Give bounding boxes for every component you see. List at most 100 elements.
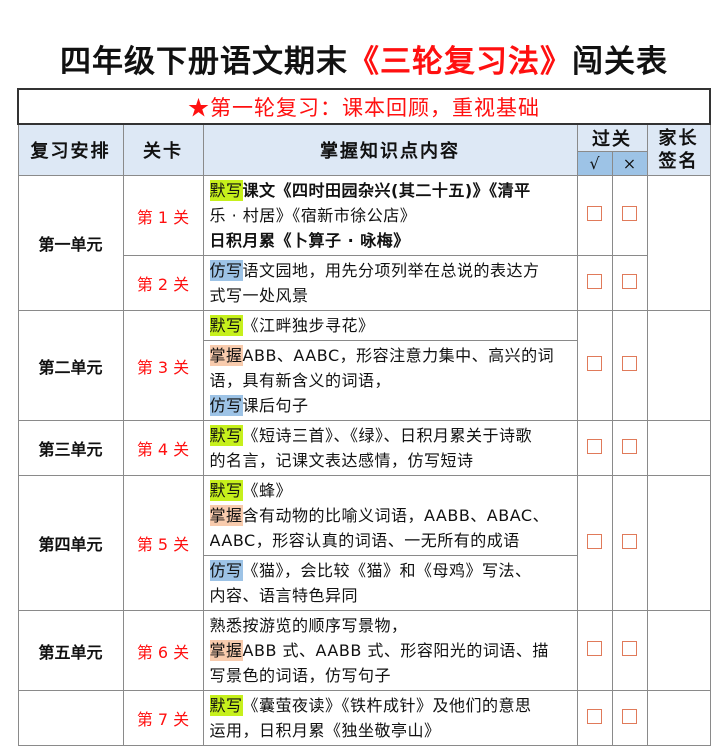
content-text: 熟悉按游览的顺序写景物， [209, 616, 408, 635]
header-pass: 过关 [576, 123, 648, 152]
content-text: 《囊萤夜读》《铁杵成针》及他们的意思 [242, 696, 532, 715]
unit-label: 第一单元 [17, 175, 124, 311]
content-text: 含有动物的比喻义词语，AABB、ABAC、 [242, 506, 550, 525]
content-line: 运用，日积月累《独坐敬亭山》 [210, 718, 577, 743]
content-text: 日积月累《卜算子 · 咏梅》 [209, 231, 410, 250]
content-line: 默写《江畔独步寻花》 [209, 313, 577, 338]
pass-yes-cell [576, 475, 613, 611]
pass-yes-checkbox[interactable] [587, 438, 602, 454]
table-row: 第 2 关仿写语文园地，用先分项列举在总说的表达方式写一处风景 [18, 255, 710, 311]
header-parent-sign-line2: 签名 [658, 151, 699, 172]
level-label: 第 1 关 [122, 175, 204, 256]
table-row: 第一单元第 1 关默写课文《四时田园杂兴(其二十五)》《清平乐 · 村居》《宿新… [17, 175, 711, 311]
title-text-end: 闯关表 [572, 44, 668, 80]
pass-no-cell [611, 420, 648, 476]
parent-sign-cell[interactable] [646, 475, 711, 611]
pass-no-cell [611, 475, 648, 611]
task-tag: 掌握 [209, 505, 243, 526]
pass-no-checkbox[interactable] [622, 206, 637, 221]
level-label: 第 5 关 [122, 475, 204, 611]
task-tag: 仿写 [209, 560, 243, 581]
content-text: 课文《四时田园杂兴(其二十五)》《清平 [242, 181, 531, 200]
pass-yes-cell [576, 420, 613, 476]
header-pass-no: × [611, 151, 648, 176]
content-line: 掌握ABB 式、AABB 式、形容阳光的词语、描 [209, 638, 577, 663]
task-tag: 掌握 [209, 640, 243, 661]
header-parent-sign-line1: 家长 [658, 128, 699, 149]
content-line: 熟悉按游览的顺序写景物， [210, 613, 577, 638]
pass-no-checkbox[interactable] [622, 438, 637, 454]
knowledge-content: 默写《江畔独步寻花》 [202, 310, 578, 341]
task-tag: 仿写 [209, 395, 243, 416]
content-text: 的名言，记课文表达感情，仿写短诗 [209, 451, 474, 470]
pass-no-checkbox[interactable] [622, 708, 637, 724]
knowledge-content: 仿写语文园地，用先分项列举在总说的表达方式写一处风景 [202, 255, 578, 311]
title-text: 四年级下册语文期末 [60, 44, 348, 80]
content-text: AABC，形容认真的词语、一无所有的成语 [209, 531, 520, 550]
pass-no-checkbox[interactable] [622, 533, 637, 549]
pass-yes-checkbox[interactable] [587, 206, 602, 221]
pass-yes-checkbox[interactable] [587, 708, 602, 724]
content-text: ABB、AABC，形容注意力集中、高兴的词 [242, 346, 555, 365]
content-line: 仿写课后句子 [209, 393, 577, 418]
knowledge-content: 默写《囊萤夜读》《铁杵成针》及他们的意思运用，日积月累《独坐敬亭山》 [202, 690, 578, 746]
header-level: 关卡 [122, 123, 204, 176]
pass-yes-checkbox[interactable] [587, 356, 602, 371]
content-text: ABB 式、AABB 式、形容阳光的词语、描 [242, 641, 549, 660]
pass-yes-checkbox[interactable] [587, 273, 602, 289]
table-row: 第二单元第 3 关默写《江畔独步寻花》 [17, 310, 711, 421]
content-line: 内容、语言特色异同 [210, 583, 577, 608]
unit-label: 第四单元 [17, 475, 124, 611]
content-line: AABC，形容认真的词语、一无所有的成语 [210, 528, 577, 553]
pass-no-cell [611, 690, 648, 746]
level-label: 第 2 关 [122, 255, 204, 311]
task-tag: 仿写 [209, 260, 243, 281]
knowledge-content: 默写《蜂》 掌握含有动物的比喻义词语，AABB、ABAC、 AABC，形容认真的词语… [202, 475, 578, 556]
content-text: 《蜂》 [242, 481, 293, 500]
task-tag: 默写 [209, 425, 243, 446]
table-row: 第 7 关默写《囊萤夜读》《铁杵成针》及他们的意思运用，日积月累《独坐敬亭山》 [17, 690, 711, 746]
unit-label: 第二单元 [17, 310, 124, 421]
knowledge-content: 仿写《猫》，会比较《猫》和《母鸡》写法、 内容、语言特色异同 [202, 555, 578, 611]
level-label: 第 3 关 [122, 310, 204, 421]
pass-yes-checkbox[interactable] [587, 641, 602, 656]
content-text: 语文园地，用先分项列举在总说的表达方 [242, 261, 540, 280]
content-text: 《猫》，会比较《猫》和《母鸡》写法、 [242, 561, 532, 580]
level-label: 第 7 关 [122, 690, 204, 746]
round-banner: ★第一轮复习：课本回顾，重视基础 [17, 88, 711, 125]
parent-sign-cell[interactable] [646, 690, 711, 746]
content-line: 日积月累《卜算子 · 咏梅》 [210, 228, 577, 253]
content-line: 仿写语文园地，用先分项列举在总说的表达方 [209, 258, 577, 283]
pass-yes-checkbox[interactable] [587, 533, 602, 549]
content-line: 默写《短诗三首》、《绿》、日积月累关于诗歌 [209, 423, 577, 448]
pass-yes-cell [576, 175, 613, 256]
parent-sign-cell[interactable] [646, 310, 711, 421]
header-parent-sign: 家长 签名 [646, 123, 711, 176]
task-tag: 掌握 [209, 345, 243, 366]
content-text: 《江畔独步寻花》 [242, 316, 375, 335]
table-row: 第三单元第 4 关默写《短诗三首》、《绿》、日积月累关于诗歌的名言，记课文表达感… [17, 420, 711, 476]
content-text: 写景色的词语，仿写句子 [209, 666, 392, 685]
unit-label: 第三单元 [17, 420, 124, 476]
pass-no-checkbox[interactable] [622, 356, 637, 371]
parent-sign-cell[interactable] [646, 610, 711, 691]
parent-sign-cell[interactable] [646, 420, 711, 476]
pass-no-checkbox[interactable] [622, 273, 637, 289]
pass-no-checkbox[interactable] [622, 641, 637, 656]
pass-yes-cell [576, 255, 613, 311]
level-label: 第 4 关 [122, 420, 204, 476]
content-text: 式写一处风景 [209, 286, 309, 305]
pass-yes-cell [576, 610, 613, 691]
parent-sign-cell[interactable] [646, 175, 711, 311]
content-line: 掌握含有动物的比喻义词语，AABB、ABAC、 [209, 503, 577, 528]
content-line: 语，具有新含义的词语， [210, 368, 577, 393]
content-line: 默写《蜂》 [209, 478, 577, 503]
pass-no-cell [611, 310, 648, 421]
knowledge-content: 掌握ABB、AABC，形容注意力集中、高兴的词语，具有新含义的词语， 仿写课后句子 [202, 340, 578, 421]
content-line: 仿写《猫》，会比较《猫》和《母鸡》写法、 [209, 558, 577, 583]
level-label: 第 6 关 [122, 610, 204, 691]
knowledge-content: 默写《短诗三首》、《绿》、日积月累关于诗歌的名言，记课文表达感情，仿写短诗 [202, 420, 578, 476]
task-tag: 默写 [209, 695, 243, 716]
knowledge-content: 熟悉按游览的顺序写景物， 掌握ABB 式、AABB 式、形容阳光的词语、描写景色的… [202, 610, 578, 691]
pass-yes-cell [576, 310, 613, 421]
